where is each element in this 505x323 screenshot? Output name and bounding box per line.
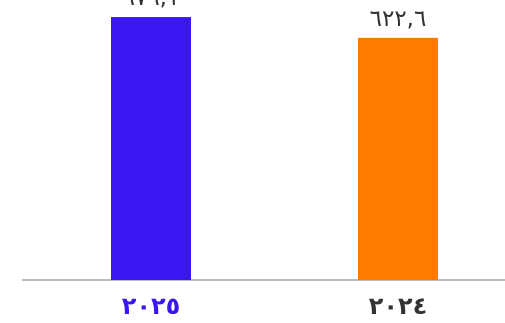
category-label-0: ٢٠٢٥ [122,292,181,320]
bar-1 [358,37,438,280]
value-labels-group: ٦٧٦,١ ٦٢٢,٦ [123,0,427,32]
bar-0 [111,17,191,280]
value-label-1: ٦٢٢,٦ [370,6,427,32]
category-label-1: ٢٠٢٤ [369,292,428,320]
category-labels-group: ٢٠٢٥ ٢٠٢٤ [122,292,428,320]
bars-group [111,17,438,280]
value-label-0: ٦٧٦,١ [123,0,180,11]
